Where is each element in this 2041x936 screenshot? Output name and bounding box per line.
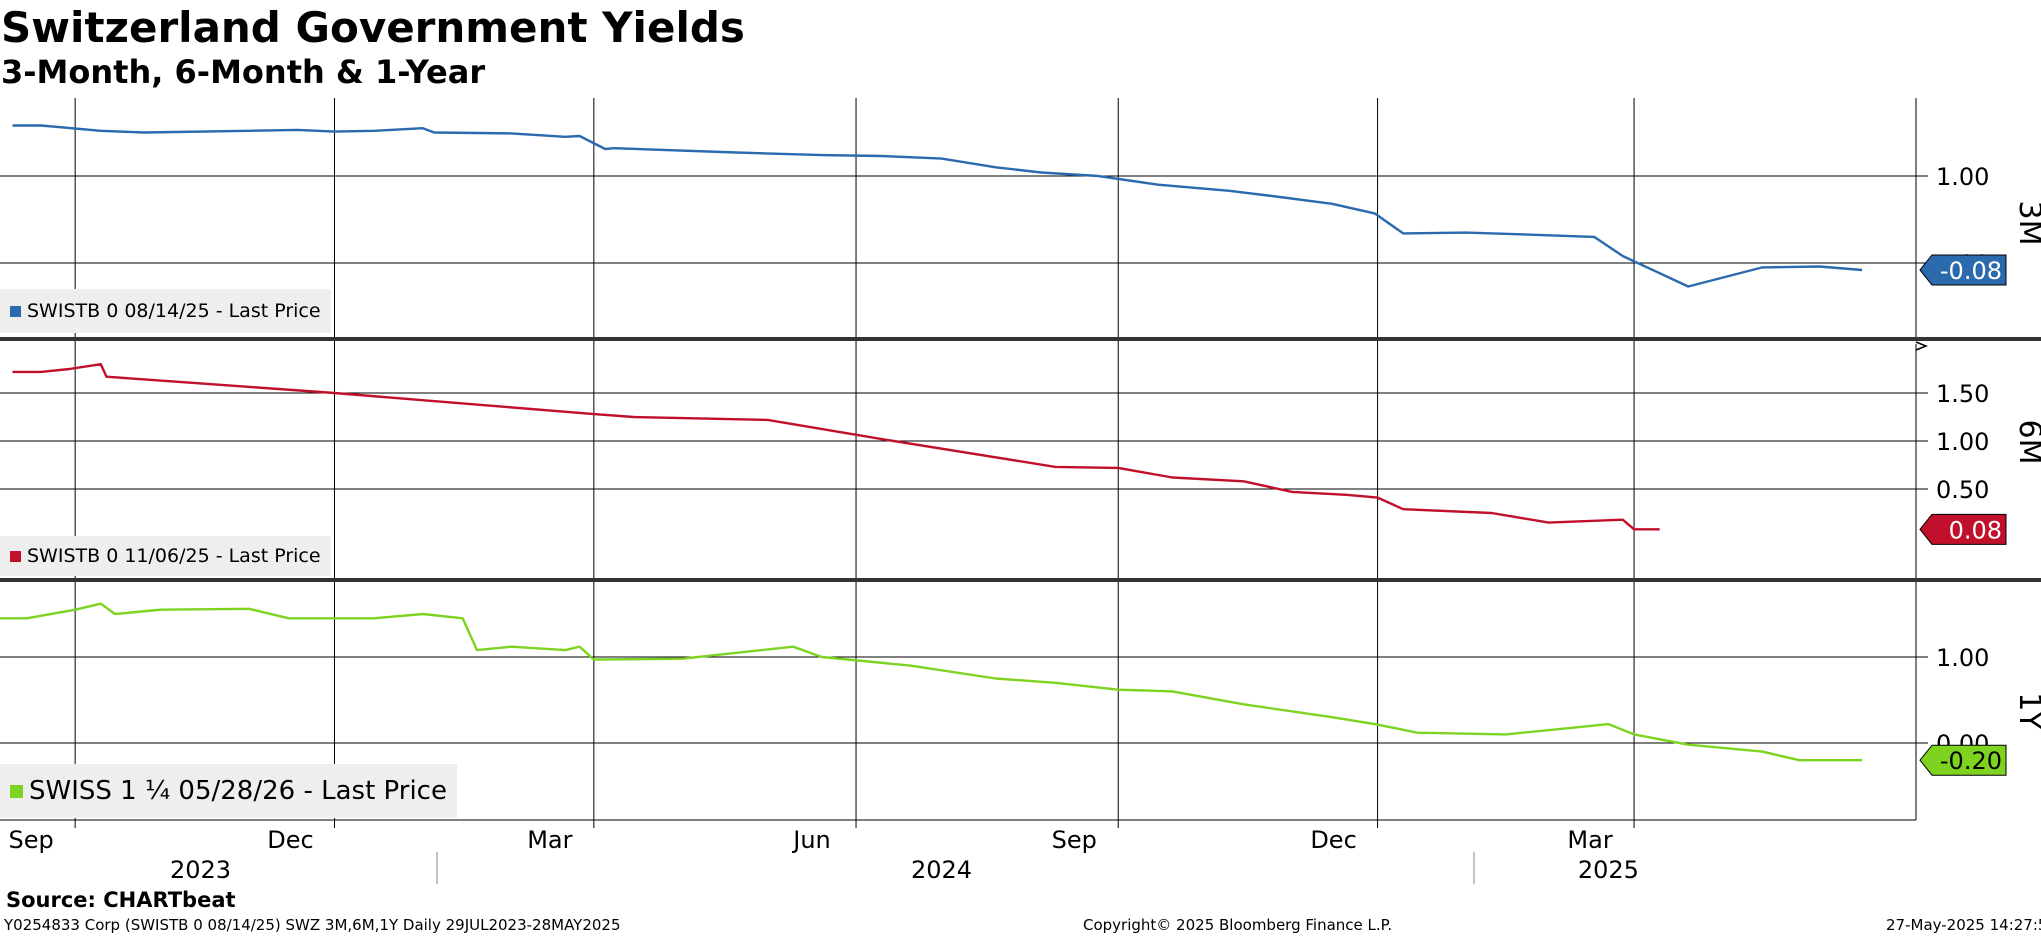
last-value-label: -0.08 xyxy=(1940,257,2002,285)
y-tick-label: 1.00 xyxy=(1936,428,1989,456)
legend-3m: SWISTB 0 08/14/25 - Last Price xyxy=(0,289,331,333)
legend-label-3m: SWISTB 0 08/14/25 - Last Price xyxy=(27,300,321,322)
panel-label-3m: 3M xyxy=(2012,201,2041,246)
source-label: Source: CHARTbeat xyxy=(6,888,236,912)
y-tick-label: 1.00 xyxy=(1936,644,1989,672)
x-tick-label: Mar xyxy=(1567,826,1612,854)
y-tick-label: 1.00 xyxy=(1936,163,1989,191)
x-tick-label: Sep xyxy=(1052,826,1097,854)
chart-title: Switzerland Government Yields xyxy=(1,3,745,52)
legend-swatch-red xyxy=(10,550,21,562)
panel-separator xyxy=(0,578,2041,582)
x-year-label: 2024 xyxy=(911,856,972,884)
y-tick-label: 1.50 xyxy=(1936,380,1989,408)
last-value-badge xyxy=(1919,744,2007,776)
x-tick-label: Jun xyxy=(791,826,831,854)
legend-swatch-green xyxy=(10,784,23,798)
x-tick-label: Dec xyxy=(267,826,313,854)
chart-subtitle: 3-Month, 6-Month & 1-Year xyxy=(1,53,486,91)
series-line-3m xyxy=(12,124,1863,288)
x-tick-label: Sep xyxy=(9,826,54,854)
series-line-1y xyxy=(0,602,1863,762)
last-value-badge xyxy=(1919,254,2007,286)
series-layer xyxy=(0,124,1863,762)
last-value-label: 0.08 xyxy=(1949,516,2002,544)
x-year-label: 2023 xyxy=(170,856,231,884)
series-line-6m xyxy=(12,363,1660,531)
x-tick-label: Dec xyxy=(1310,826,1356,854)
panel-separator xyxy=(0,337,2041,341)
footer-ticker-info: Y0254833 Corp (SWISTB 0 08/14/25) SWZ 3M… xyxy=(4,916,621,934)
legend-label-1y: SWISS 1 ¼ 05/28/26 - Last Price xyxy=(29,776,447,806)
grid-layer xyxy=(0,98,1916,820)
last-value-label: -0.20 xyxy=(1940,747,2002,775)
panel-label-6m: 6M xyxy=(2012,420,2041,465)
y-tick-label: 0.50 xyxy=(1936,476,1989,504)
footer-timestamp: 27-May-2025 14:27:50 xyxy=(1886,916,2041,934)
legend-swatch-blue xyxy=(10,305,21,317)
legend-1y: SWISS 1 ¼ 05/28/26 - Last Price xyxy=(0,764,457,818)
x-tick-label: Mar xyxy=(527,826,572,854)
last-value-badge xyxy=(1919,513,2007,545)
legend-6m: SWISTB 0 11/06/25 - Last Price xyxy=(0,536,331,576)
x-year-label: 2025 xyxy=(1578,856,1639,884)
axis-arrow-marker xyxy=(1915,341,1929,351)
panel-label-1y: 1Y xyxy=(2012,692,2041,730)
legend-label-6m: SWISTB 0 11/06/25 - Last Price xyxy=(27,545,321,567)
footer-copyright: Copyright© 2025 Bloomberg Finance L.P. xyxy=(1083,916,1393,934)
axis-layer: 1.001.003M-0.081.501.000.506M0.081.000.0… xyxy=(0,98,2041,884)
